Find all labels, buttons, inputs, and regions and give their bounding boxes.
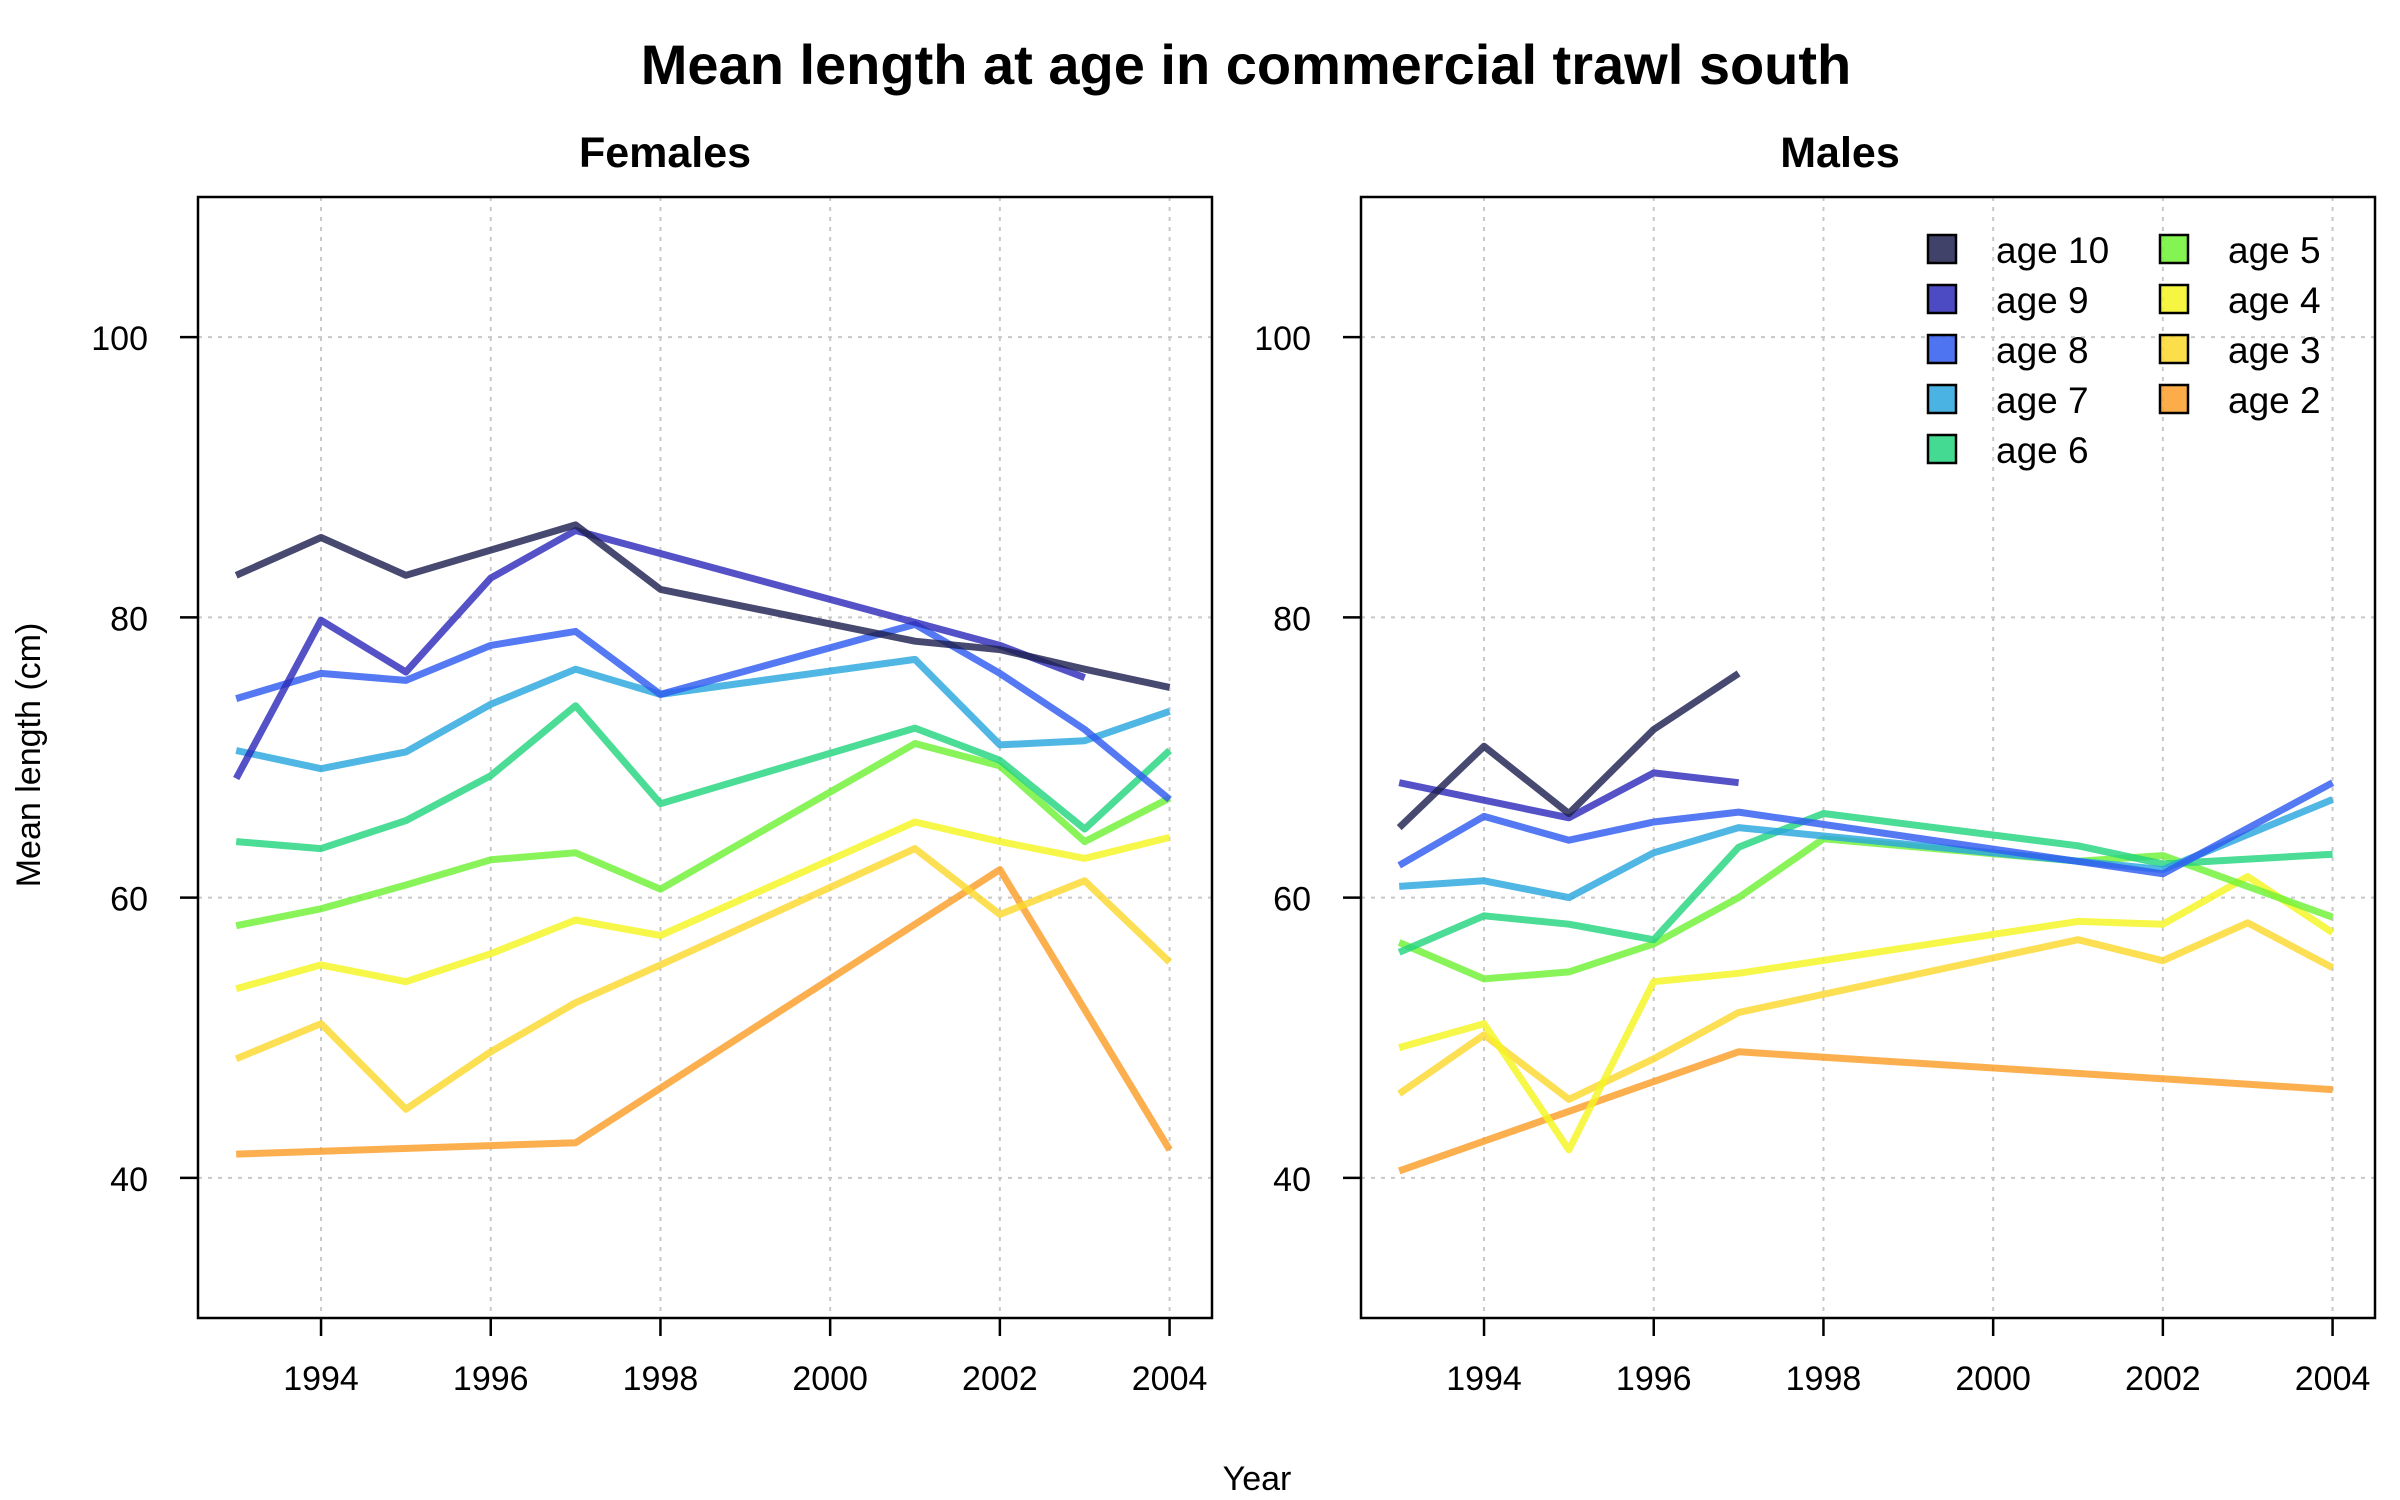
legend-swatch-age-5 bbox=[2158, 233, 2190, 265]
y-tick-label: 60 bbox=[1273, 881, 1311, 919]
legend-swatch-age-8 bbox=[1926, 333, 1958, 365]
plot-frame bbox=[1359, 195, 2377, 1320]
series-line-age-6 bbox=[235, 702, 1172, 853]
panel-title: Females bbox=[579, 129, 751, 177]
y-tick-label: 80 bbox=[110, 600, 148, 638]
panel-females: Females 1994 1996 1998 2000 2002 2004 40 60 80 100 bbox=[91, 129, 1214, 1398]
legend-label-age-7: age 7 bbox=[1996, 380, 2089, 421]
series-line-age-2 bbox=[1398, 1048, 2333, 1175]
series-line-age-9 bbox=[1398, 769, 1740, 822]
series-line-age-3 bbox=[234, 845, 1173, 1113]
legend-label-age-9: age 9 bbox=[1996, 280, 2089, 321]
series-line-age-8 bbox=[235, 620, 1172, 803]
series-line-age-5 bbox=[1397, 835, 2334, 983]
series-line-age-9 bbox=[233, 527, 1086, 781]
series-line-age-8 bbox=[1397, 779, 2335, 878]
legend-label-age-6: age 6 bbox=[1996, 430, 2089, 471]
panel-males: Males 1994 1996 1998 2000 2002 2004 40 60 80 100 ag… bbox=[1254, 129, 2377, 1398]
chart-title: Mean length at age in commercial trawl s… bbox=[641, 33, 1851, 96]
legend-swatch-age-4 bbox=[2158, 283, 2190, 315]
x-tick-label: 1994 bbox=[1446, 1360, 1522, 1398]
legend-swatch-age-10 bbox=[1926, 233, 1958, 265]
series-line-age-7 bbox=[235, 655, 1171, 773]
series-line-age-5 bbox=[235, 740, 1172, 930]
y-tick-label: 80 bbox=[1273, 600, 1311, 638]
y-tick-label: 40 bbox=[110, 1161, 148, 1199]
legend-label-age-3: age 3 bbox=[2228, 330, 2321, 371]
x-axis-label: Year bbox=[1223, 1460, 1292, 1498]
series-line-age-3 bbox=[1397, 919, 2335, 1103]
x-tick-label: 1998 bbox=[1786, 1360, 1862, 1398]
series-line-age-6 bbox=[1397, 810, 2333, 956]
x-tick-label: 2004 bbox=[1132, 1360, 1208, 1398]
x-tick-label: 1996 bbox=[1616, 1360, 1692, 1398]
series-line-age-10 bbox=[1396, 670, 1741, 831]
legend-swatch-age-3 bbox=[2158, 333, 2190, 365]
series-line-age-10 bbox=[234, 521, 1171, 691]
x-tick-label: 2004 bbox=[2295, 1360, 2371, 1398]
legend-label-age-2: age 2 bbox=[2228, 380, 2321, 421]
legend-label-age-5: age 5 bbox=[2228, 230, 2321, 271]
series-line-age-2 bbox=[236, 866, 1173, 1158]
x-tick-label: 1998 bbox=[623, 1360, 699, 1398]
y-tick-label: 40 bbox=[1273, 1161, 1311, 1199]
series-line-age-7 bbox=[1398, 796, 2334, 902]
legend-label-age-4: age 4 bbox=[2228, 280, 2321, 321]
x-tick-label: 1994 bbox=[283, 1360, 359, 1398]
y-tick-label: 100 bbox=[91, 320, 148, 358]
legend-label-age-8: age 8 bbox=[1996, 330, 2089, 371]
legend-swatch-age-6 bbox=[1926, 433, 1958, 465]
y-tick-label: 60 bbox=[110, 881, 148, 919]
series-line-age-4 bbox=[1398, 873, 2335, 1154]
x-tick-label: 2002 bbox=[2125, 1360, 2201, 1398]
x-tick-label: 1996 bbox=[453, 1360, 529, 1398]
y-axis-label: Mean length (cm) bbox=[10, 623, 48, 888]
x-tick-label: 2000 bbox=[792, 1360, 868, 1398]
y-tick-label: 100 bbox=[1254, 320, 1311, 358]
legend-label-age-10: age 10 bbox=[1996, 230, 2109, 271]
legend-swatch-age-9 bbox=[1926, 283, 1958, 315]
plot-frame bbox=[196, 195, 1214, 1320]
x-tick-label: 2002 bbox=[962, 1360, 1038, 1398]
x-tick-label: 2000 bbox=[1955, 1360, 2031, 1398]
panel-title: Males bbox=[1780, 129, 1900, 177]
legend-swatch-age-2 bbox=[2158, 383, 2190, 415]
legend-swatch-age-7 bbox=[1926, 383, 1958, 415]
series-line-age-4 bbox=[235, 818, 1171, 993]
